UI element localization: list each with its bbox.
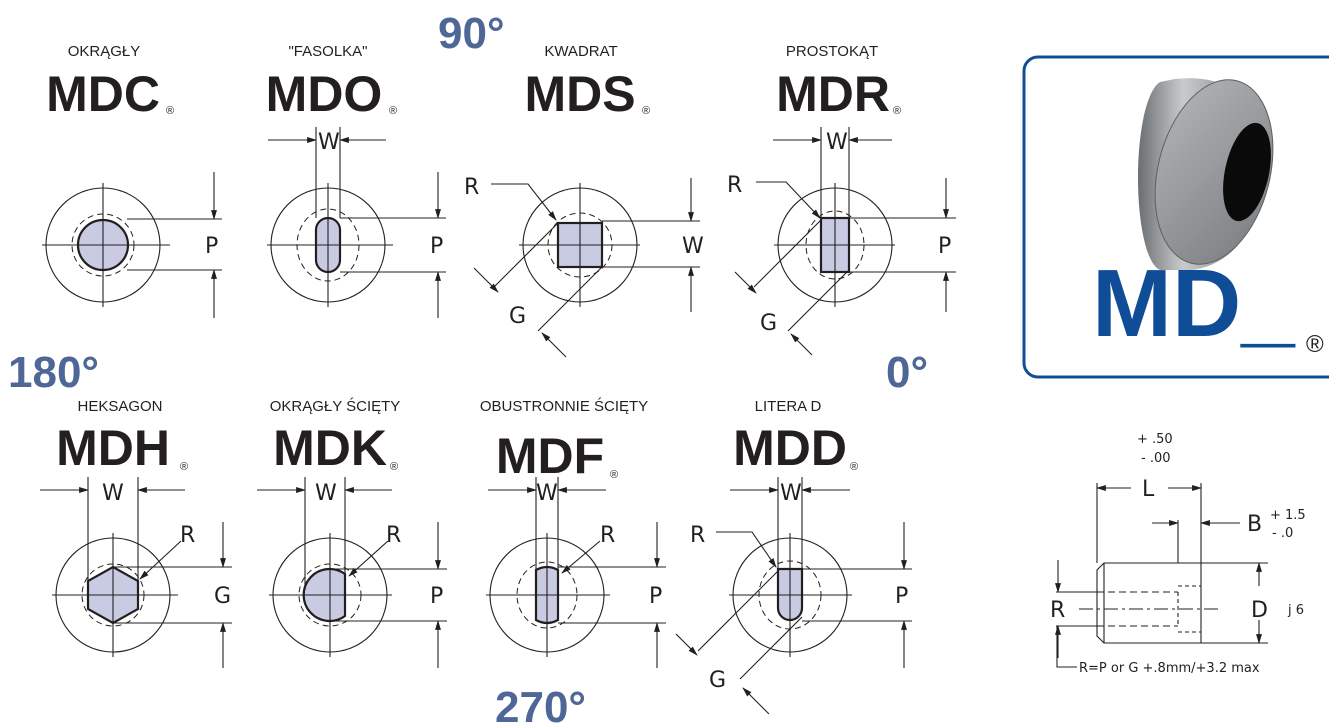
dim-label-w: W <box>318 130 340 155</box>
registered-mark: ® <box>893 105 901 117</box>
dim-label-r: R <box>386 523 401 548</box>
dim-label-w: W <box>826 130 848 155</box>
dim-label-w: W <box>315 481 337 506</box>
dim-label-r: R <box>464 175 479 200</box>
dim-label-p: P <box>649 584 662 609</box>
fit-tolerance: j 6 <box>1287 603 1304 618</box>
b-tolerance-plus: + 1.5 <box>1270 508 1306 523</box>
shape-code: MDF <box>496 428 604 484</box>
shape-mdd: LITERA D MDD ® W P R G <box>675 398 912 715</box>
dim-label-r: R <box>180 523 195 548</box>
shape-code: MDO <box>266 66 383 122</box>
dim-label-r: R <box>1050 598 1065 623</box>
dim-label-w: W <box>102 481 124 506</box>
angle-90-label: 90° <box>438 9 505 58</box>
product-code: MD_ <box>1092 250 1296 357</box>
shape-mdk: OKRĄGŁY ŚCIĘTY MDK ® W R P <box>257 397 447 668</box>
dim-label-p: P <box>895 584 908 609</box>
registered-mark: ® <box>180 461 188 473</box>
registered-mark: ® <box>642 105 650 117</box>
r-formula: R=P or G +.8mm/+3.2 max <box>1079 661 1260 676</box>
dim-label-w: W <box>780 481 802 506</box>
dim-label-w: W <box>682 234 704 259</box>
shape-name: OKRĄGŁY ŚCIĘTY <box>270 397 401 415</box>
dim-label-r: R <box>727 173 742 198</box>
shape-mdo: "FASOLKA" MDO ® W P <box>266 43 446 318</box>
dim-label-p: P <box>430 584 443 609</box>
registered-mark: ® <box>390 461 398 473</box>
registered-mark: ® <box>850 461 858 473</box>
dim-label-p: P <box>938 234 951 259</box>
shape-name: KWADRAT <box>544 43 617 60</box>
shape-code: MDC <box>46 66 160 122</box>
shape-code: MDD <box>733 420 847 476</box>
shape-mdr: PROSTOKĄT MDR ® W P R G <box>727 43 956 356</box>
b-tolerance-minus: - .0 <box>1272 526 1293 541</box>
dim-label-w: W <box>536 481 558 506</box>
shape-mdc: OKRĄGŁY MDC ® P <box>42 43 222 318</box>
dim-label-l: L <box>1142 477 1155 502</box>
angle-180-label: 180° <box>8 348 99 397</box>
bushing-profile-drawing: + .50 - .00 L B + 1.5 - .0 R D j 6 R=P o… <box>1050 432 1306 676</box>
length-tolerance-minus: - .00 <box>1141 451 1171 466</box>
shape-name: OBUSTRONNIE ŚCIĘTY <box>480 397 648 415</box>
shape-mdh: HEKSAGON MDH ® W R G <box>40 398 232 668</box>
product-card: MD_ ® <box>1022 55 1329 379</box>
angle-270-label: 270° <box>495 683 586 727</box>
registered-mark: ® <box>389 105 397 117</box>
shape-name: HEKSAGON <box>77 398 162 415</box>
dim-label-p: P <box>430 234 443 259</box>
shape-code: MDR <box>776 66 890 122</box>
shape-code: MDH <box>56 420 170 476</box>
shape-code: MDS <box>524 66 635 122</box>
shape-mdf: OBUSTRONNIE ŚCIĘTY MDF ® W R P <box>480 397 666 668</box>
product-registered-mark: ® <box>1306 331 1324 358</box>
dim-label-g: G <box>509 304 526 329</box>
shape-name: "FASOLKA" <box>288 43 367 60</box>
bushing-outline <box>1096 562 1202 644</box>
dim-label-g: G <box>760 311 777 336</box>
shape-name: PROSTOKĄT <box>786 43 878 60</box>
registered-mark: ® <box>610 469 618 481</box>
shape-name: LITERA D <box>755 398 822 415</box>
dim-label-r: R <box>600 523 615 548</box>
shape-mds: KWADRAT MDS ® W R G <box>464 43 704 358</box>
dim-label-r: R <box>690 523 705 548</box>
dim-label-d: D <box>1251 598 1268 623</box>
dim-label-g: G <box>214 584 231 609</box>
registered-mark: ® <box>166 105 174 117</box>
shape-name: OKRĄGŁY <box>68 43 141 60</box>
dim-label-g: G <box>709 668 726 693</box>
dim-label-b: B <box>1247 512 1262 537</box>
dim-label-p: P <box>205 234 218 259</box>
bushing-image <box>1138 78 1274 271</box>
length-tolerance-plus: + .50 <box>1137 432 1173 447</box>
angle-0-label: 0° <box>886 348 928 397</box>
shape-code: MDK <box>273 420 387 476</box>
